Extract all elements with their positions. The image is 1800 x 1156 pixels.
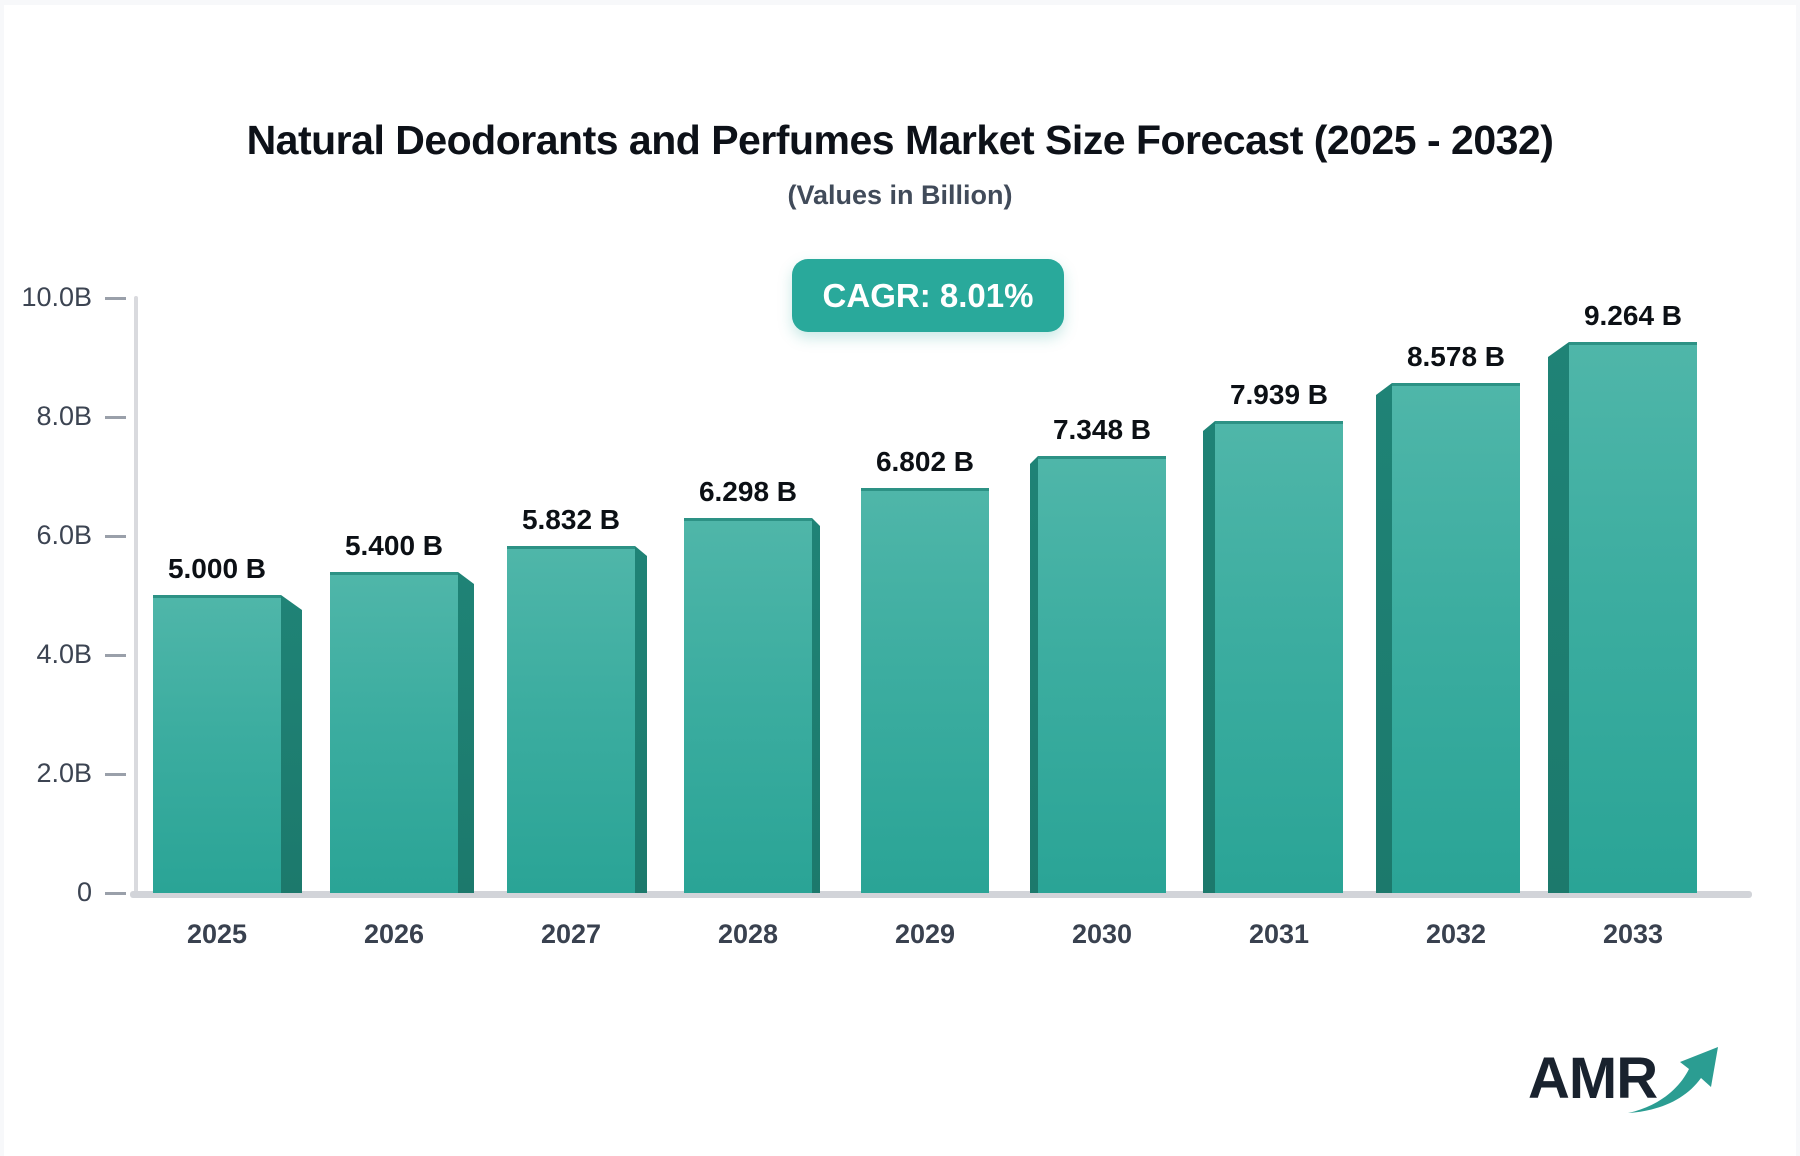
y-axis-tick-dash bbox=[105, 654, 126, 657]
bar-2025 bbox=[153, 595, 281, 893]
x-axis-label: 2032 bbox=[1425, 919, 1487, 949]
bar-side-face bbox=[635, 546, 647, 893]
y-axis-tick-dash bbox=[105, 773, 126, 776]
bar-value-label: 8.578 B bbox=[1406, 341, 1506, 372]
bar-2027 bbox=[507, 546, 635, 893]
bar-2033 bbox=[1569, 342, 1697, 893]
bar-2029 bbox=[861, 488, 989, 893]
x-axis-label: 2028 bbox=[717, 919, 779, 949]
bar-value-label: 6.802 B bbox=[875, 446, 975, 477]
bar-side-face bbox=[1548, 342, 1569, 893]
bar-2030 bbox=[1038, 456, 1166, 893]
x-axis-label: 2026 bbox=[363, 919, 425, 949]
cagr-badge: CAGR: 8.01% bbox=[792, 259, 1064, 332]
x-axis-label: 2030 bbox=[1071, 919, 1133, 949]
bar-2028 bbox=[684, 518, 812, 893]
x-axis-label: 2027 bbox=[540, 919, 602, 949]
y-axis-tick-dash bbox=[105, 892, 126, 895]
growth-arrow-icon bbox=[1628, 1047, 1718, 1113]
bar-value-label: 5.832 B bbox=[521, 504, 621, 535]
y-axis-tick-label: 2.0B bbox=[36, 758, 92, 788]
bar-side-face bbox=[1203, 421, 1215, 893]
y-axis-tick-dash bbox=[105, 416, 126, 419]
y-axis-tick-label: 6.0B bbox=[36, 520, 92, 550]
y-axis-tick-label: 0 bbox=[76, 877, 92, 907]
x-axis-label: 2029 bbox=[894, 919, 956, 949]
bar-value-label: 7.939 B bbox=[1229, 379, 1329, 410]
y-axis-tick-label: 10.0B bbox=[21, 282, 92, 312]
bar-2026 bbox=[330, 572, 458, 893]
y-axis-tick-dash bbox=[105, 535, 126, 538]
y-axis-tick-label: 4.0B bbox=[36, 639, 92, 669]
bar-2031 bbox=[1215, 421, 1343, 893]
bar-value-label: 7.348 B bbox=[1052, 414, 1152, 445]
x-axis-baseline bbox=[130, 891, 1752, 898]
chart-subtitle: (Values in Billion) bbox=[787, 180, 1013, 210]
bar-value-label: 5.000 B bbox=[167, 553, 267, 584]
bar-side-face bbox=[458, 572, 474, 893]
bar-side-face bbox=[812, 518, 820, 893]
bar-side-face bbox=[1030, 456, 1038, 893]
bar-2032 bbox=[1392, 383, 1520, 893]
cagr-badge-label: CAGR: 8.01% bbox=[822, 276, 1034, 314]
page-title: Natural Deodorants and Perfumes Market S… bbox=[246, 117, 1554, 163]
x-axis-label: 2033 bbox=[1602, 919, 1664, 949]
logo-text: AMR bbox=[1528, 1046, 1658, 1111]
y-axis-tick-dash bbox=[105, 297, 126, 300]
y-axis-line bbox=[134, 296, 138, 893]
brand-logo: AMR bbox=[1528, 1039, 1728, 1117]
bar-value-label: 9.264 B bbox=[1583, 300, 1683, 331]
bar-value-label: 5.400 B bbox=[344, 530, 444, 561]
bar-side-face bbox=[1376, 383, 1392, 893]
bar-value-label: 6.298 B bbox=[698, 476, 798, 507]
x-axis-label: 2025 bbox=[186, 919, 248, 949]
x-axis-label: 2031 bbox=[1248, 919, 1310, 949]
bar-side-face bbox=[281, 595, 302, 893]
y-axis-tick-label: 8.0B bbox=[36, 401, 92, 431]
